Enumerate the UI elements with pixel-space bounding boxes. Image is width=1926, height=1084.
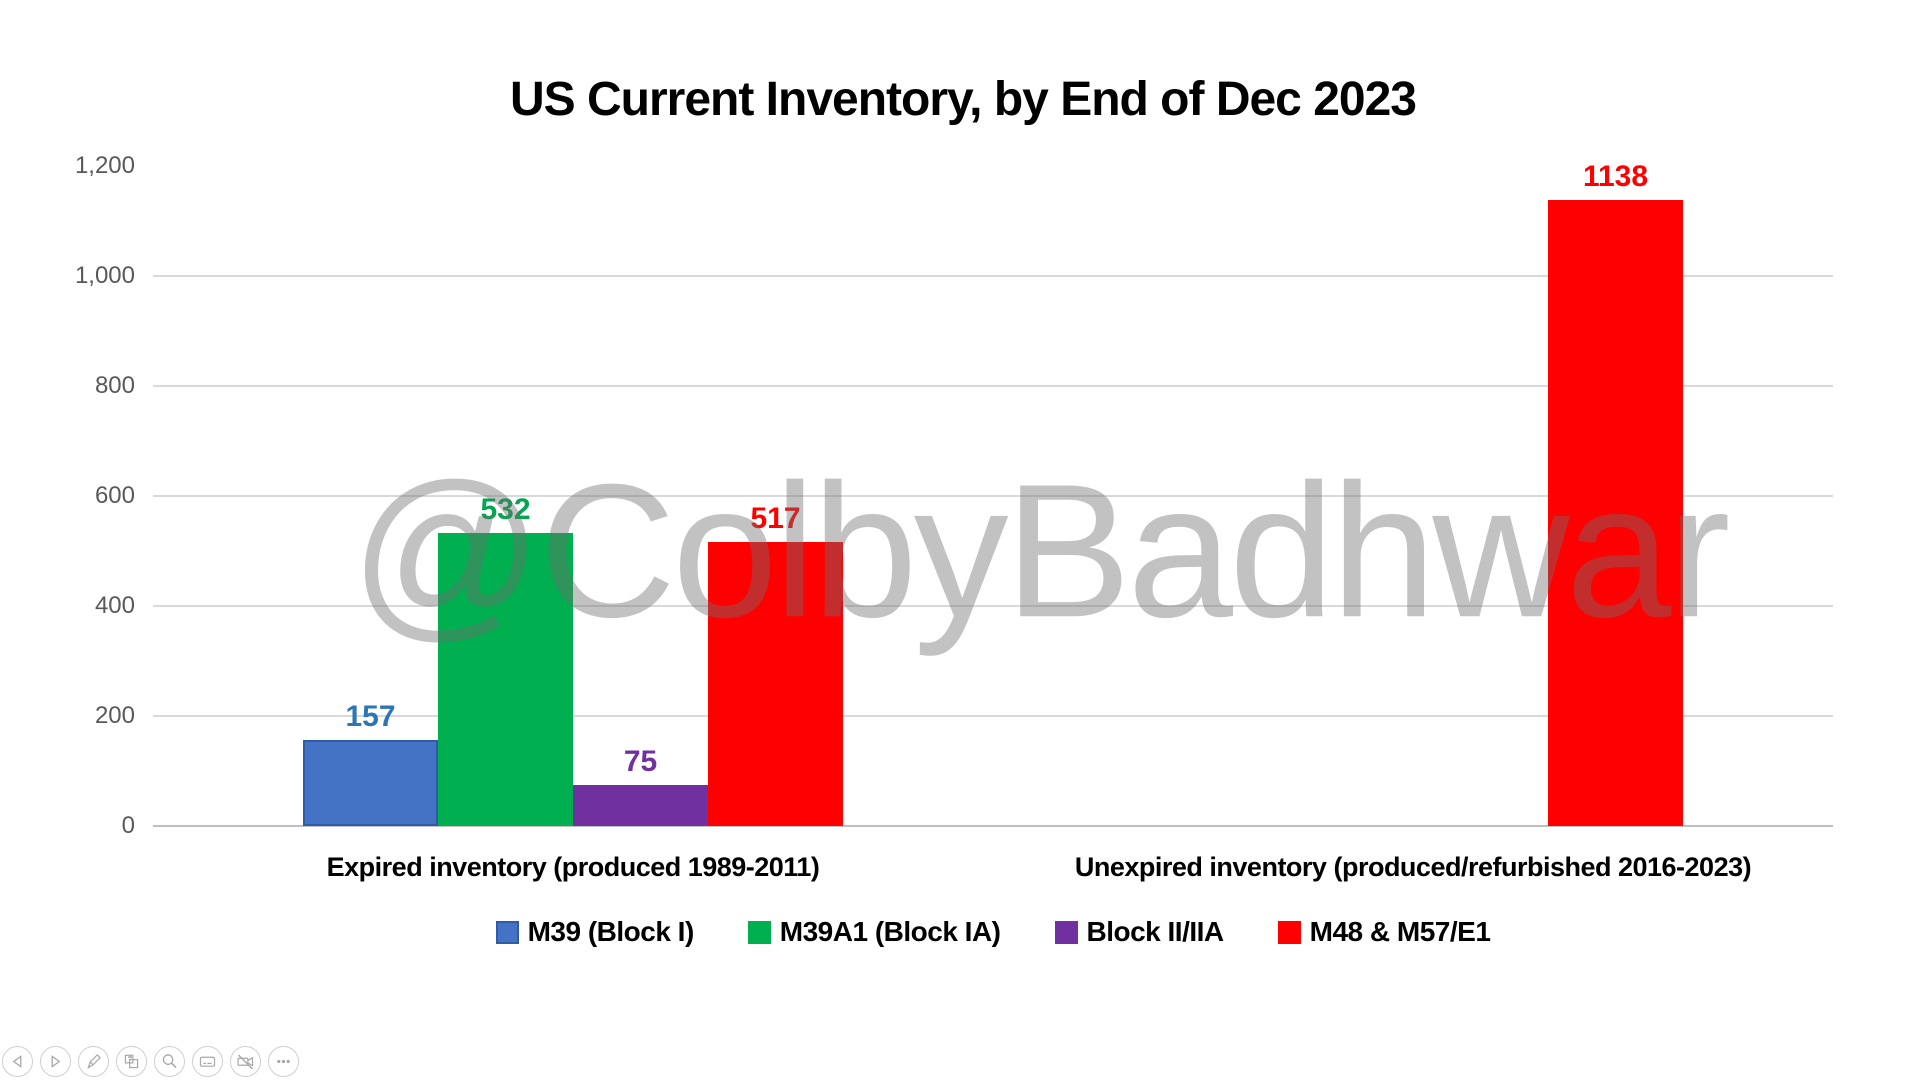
data-label: 1138 (1582, 160, 1649, 194)
previous-slide-icon (12, 1055, 22, 1068)
y-tick-label: 1,000 (74, 262, 135, 289)
legend-label: M39 (Block I) (527, 916, 695, 947)
legend-swatch (1277, 920, 1301, 944)
toggle-subtitles-icon (199, 1056, 216, 1067)
y-tick-label: 600 (94, 482, 135, 509)
toggle-camera-icon (237, 1054, 254, 1070)
data-label: 532 (480, 493, 531, 527)
gridline (153, 715, 1833, 717)
pen-tools-button[interactable] (78, 1046, 109, 1077)
see-all-slides-button[interactable] (116, 1046, 147, 1077)
chart-legend: M39 (Block I) M39A1 (Block IA) Block II/II… (153, 916, 1833, 948)
zoom-into-slide-icon (162, 1054, 177, 1069)
y-tick-label: 400 (94, 592, 135, 619)
bar-m39a1-block-ia (438, 533, 573, 826)
y-tick-label: 1,200 (74, 152, 135, 179)
y-tick-label: 800 (94, 372, 135, 399)
previous-slide-button[interactable] (2, 1046, 33, 1077)
y-tick-label: 200 (94, 702, 135, 729)
x-axis-line (153, 825, 1833, 827)
more-options-button[interactable] (268, 1046, 299, 1077)
legend-label: Block II/IIA (1086, 916, 1225, 947)
legend-item: M48 & M57/E1 (1277, 916, 1491, 948)
y-tick-label: 0 (121, 812, 135, 839)
bar-m48-m57-e1 (1548, 200, 1683, 826)
data-label: 75 (623, 744, 658, 778)
more-options-icon (277, 1059, 290, 1064)
zoom-into-slide-button[interactable] (154, 1046, 185, 1077)
chart-title: US Current Inventory, by End of Dec 2023 (509, 73, 1417, 126)
gridline (153, 605, 1833, 607)
legend-swatch (495, 920, 519, 944)
legend-item: M39 (Block I) (495, 916, 695, 948)
toggle-camera-button[interactable] (230, 1046, 261, 1077)
see-all-slides-icon (124, 1054, 139, 1069)
category-label: Expired inventory (produced 1989-2011) (326, 852, 820, 882)
legend-item: M39A1 (Block IA) (747, 916, 1001, 948)
gridline (153, 275, 1833, 277)
category-label: Unexpired inventory (produced/refurbishe… (1074, 852, 1752, 882)
next-slide-button[interactable] (40, 1046, 71, 1077)
next-slide-icon (51, 1055, 61, 1068)
bar-m48-m57-e1 (708, 541, 843, 826)
toggle-subtitles-button[interactable] (192, 1046, 223, 1077)
pen-tools-icon (87, 1054, 101, 1069)
gridline (153, 385, 1833, 387)
legend-label: M48 & M57/E1 (1309, 916, 1491, 947)
legend-label: M39A1 (Block IA) (779, 916, 1001, 947)
data-label: 157 (345, 699, 396, 733)
bar-m39-block-i (303, 739, 438, 826)
legend-swatch (1054, 920, 1078, 944)
bar-block-ii-iia (573, 784, 708, 826)
legend-item: Block II/IIA (1054, 916, 1225, 948)
gridline (153, 495, 1833, 497)
presenter-toolbar (2, 1046, 299, 1077)
data-label: 517 (750, 501, 801, 535)
legend-swatch (747, 920, 771, 944)
